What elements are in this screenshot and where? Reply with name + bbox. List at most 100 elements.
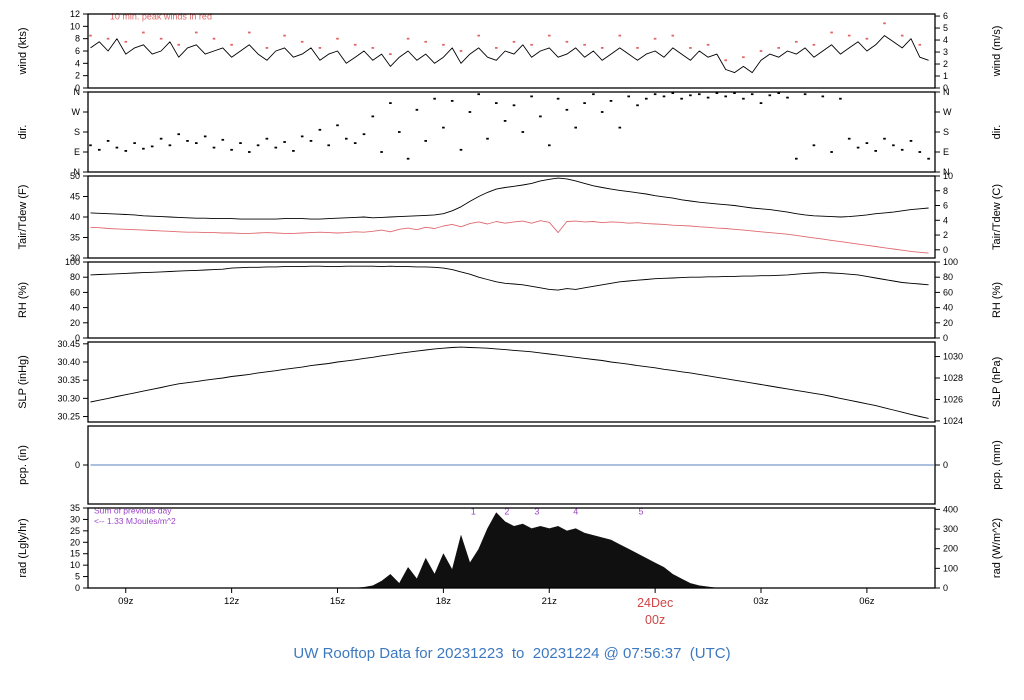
y-tick-label: 8 (75, 34, 80, 44)
right-axis-title: pcp. (mm) (991, 440, 1003, 490)
panel-border (87, 341, 936, 423)
y-tick-label: 2 (943, 59, 948, 69)
y-tick-label: 15 (70, 549, 80, 559)
y-tick-label: 3 (943, 47, 948, 57)
y-tick-label: 0 (75, 460, 80, 470)
panel-annotation: 10 min. peak winds in red (110, 12, 212, 22)
y-tick-label: 35 (70, 233, 80, 243)
y-tick-label: 2 (75, 71, 80, 81)
y-tick-label: 4 (943, 35, 948, 45)
x-date-label: 00z (645, 613, 665, 627)
y-tick-label: 30.35 (57, 375, 80, 385)
panel-border (87, 13, 936, 89)
y-tick-label: 4 (75, 58, 80, 68)
y-tick-label: S (74, 127, 80, 137)
x-tick-label: 15z (330, 596, 346, 607)
x-axis: 09z 12z 15z 18z 21z 03z 06z 24Dec 00z (118, 588, 875, 627)
y-tick-label: 1 (943, 71, 948, 81)
panel-border (87, 261, 936, 339)
x-tick-label: 03z (753, 596, 769, 607)
y-tick-label: 100 (943, 257, 958, 267)
x-tick-label: 09z (118, 596, 134, 607)
y-tick-label: S (943, 127, 949, 137)
right-axis-title: RH (%) (991, 282, 1003, 318)
right-axis-title: Tair/Tdew (C) (991, 184, 1003, 250)
y-tick-label: 60 (70, 287, 80, 297)
left-axis-title: pcp. (in) (17, 445, 29, 485)
panel-annotation: 5 (638, 506, 643, 516)
left-axis-title: SLP (inHg) (17, 355, 29, 409)
y-tick-label: 30.25 (57, 412, 80, 422)
y-tick-label: 0 (943, 245, 948, 255)
y-tick-label: 1028 (943, 373, 963, 383)
right-axis-title: wind (m/s) (991, 26, 1003, 78)
y-tick-label: 0 (75, 583, 80, 593)
panel-annotation: 1 (471, 506, 476, 516)
right-axis-title: SLP (hPa) (991, 357, 1003, 408)
panel-annotation: 2 (504, 506, 509, 516)
left-axis-title: RH (%) (17, 282, 29, 318)
panel-rh: 0 20 40 60 80 100 0 20 40 60 80 100 RH (%) RH (%) (17, 257, 1003, 343)
y-tick-label: N (943, 167, 950, 177)
relative-humidity-line (90, 265, 929, 291)
sea-level-pressure-line (90, 346, 929, 419)
y-tick-label: 4 (943, 215, 948, 225)
y-tick-label: 0 (75, 83, 80, 93)
y-tick-label: 80 (70, 272, 80, 282)
y-tick-label: 0 (943, 333, 948, 343)
x-tick-label: 18z (436, 596, 452, 607)
y-tick-label: 30.40 (57, 357, 80, 367)
y-tick-label: 100 (943, 563, 958, 573)
peak-winds-points (89, 22, 922, 62)
x-date-label: 24Dec (637, 596, 673, 610)
air-temperature-line (90, 177, 929, 220)
panel-border (87, 175, 936, 259)
panel-border (87, 507, 936, 589)
y-tick-label: 0 (75, 333, 80, 343)
right-axis-title: rad (W/m^2) (991, 518, 1003, 578)
y-tick-label: 0 (943, 83, 948, 93)
y-tick-label: 100 (65, 257, 80, 267)
x-tick-label: 21z (542, 596, 558, 607)
right-axis-title: dir. (991, 125, 1003, 140)
y-tick-label: 6 (943, 11, 948, 21)
y-tick-label: 6 (943, 201, 948, 211)
panel-annotation: 3 (534, 506, 539, 516)
solar-radiation-area (90, 512, 929, 588)
y-tick-label: 0 (943, 460, 948, 470)
panel-pcp: 0 0 pcp. (in) pcp. (mm) (17, 425, 1003, 505)
y-tick-label: 1024 (943, 416, 963, 426)
left-axis-title: wind (kts) (17, 27, 29, 75)
y-tick-label: 20 (943, 318, 953, 328)
left-axis-title: rad (Lgly/hr) (17, 518, 29, 577)
y-tick-label: 1030 (943, 352, 963, 362)
y-tick-label: 40 (70, 303, 80, 313)
panel-temp: 30 35 40 45 50 0 2 4 6 8 10 Tair/Tdew (F) Tair/Tdew … (17, 171, 1003, 263)
dew-point-line (90, 220, 929, 254)
y-tick-label: 0 (943, 583, 948, 593)
y-tick-label: 30.30 (57, 393, 80, 403)
y-tick-label: 30 (70, 514, 80, 524)
y-tick-label: 40 (943, 303, 953, 313)
panel-annotation: <-- 1.33 MJoules/m^2 (94, 516, 176, 526)
y-tick-label: 30.45 (57, 339, 80, 349)
y-tick-label: N (943, 87, 950, 97)
y-tick-label: 5 (943, 23, 948, 33)
y-tick-label: 10 (70, 21, 80, 31)
y-tick-label: E (943, 147, 949, 157)
y-tick-label: 1026 (943, 394, 963, 404)
panel-border (87, 91, 936, 173)
y-tick-label: 20 (70, 537, 80, 547)
y-tick-label: 400 (943, 504, 958, 514)
x-tick-label: 12z (224, 596, 240, 607)
panel-annotation: 4 (573, 506, 578, 516)
y-tick-label: 40 (70, 212, 80, 222)
y-tick-label: 10 (70, 560, 80, 570)
y-tick-label: 8 (943, 186, 948, 196)
y-tick-label: 35 (70, 503, 80, 513)
y-tick-label: N (74, 167, 81, 177)
